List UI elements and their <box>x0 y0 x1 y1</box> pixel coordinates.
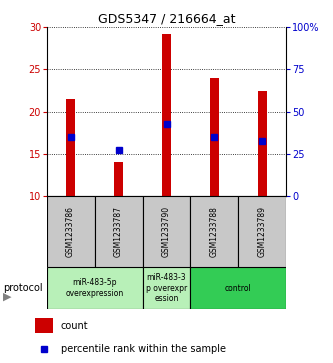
Bar <box>210 78 219 196</box>
Bar <box>162 34 171 196</box>
Bar <box>95 196 143 267</box>
Text: ▶: ▶ <box>3 292 12 302</box>
Bar <box>143 267 190 309</box>
Title: GDS5347 / 216664_at: GDS5347 / 216664_at <box>98 12 235 25</box>
Text: protocol: protocol <box>3 283 43 293</box>
Bar <box>35 318 53 333</box>
Bar <box>143 196 190 267</box>
Text: GSM1233787: GSM1233787 <box>114 206 123 257</box>
Bar <box>47 196 95 267</box>
Bar <box>258 90 267 196</box>
Text: count: count <box>61 321 88 331</box>
Text: control: control <box>225 284 252 293</box>
Text: miR-483-5p
overexpression: miR-483-5p overexpression <box>66 278 124 298</box>
Text: GSM1233786: GSM1233786 <box>66 206 75 257</box>
Bar <box>114 162 123 196</box>
Text: GSM1233788: GSM1233788 <box>210 206 219 257</box>
Bar <box>190 196 238 267</box>
Bar <box>238 196 286 267</box>
Bar <box>190 267 286 309</box>
Text: GSM1233790: GSM1233790 <box>162 206 171 257</box>
Bar <box>47 267 143 309</box>
Text: percentile rank within the sample: percentile rank within the sample <box>61 344 226 354</box>
Bar <box>66 99 75 196</box>
Text: GSM1233789: GSM1233789 <box>258 206 267 257</box>
Text: miR-483-3
p overexpr
ession: miR-483-3 p overexpr ession <box>146 273 187 303</box>
